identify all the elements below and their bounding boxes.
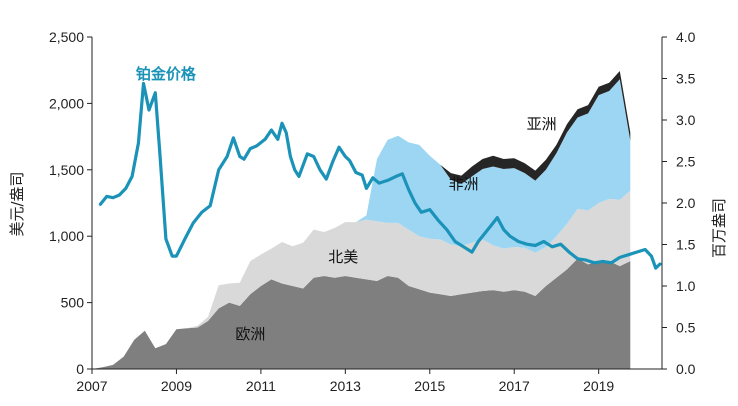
right-tick-label: 3.5 (676, 71, 696, 87)
area-europe (92, 258, 631, 369)
right-tick-label: 4.0 (676, 29, 696, 45)
left-tick-label: 500 (61, 295, 85, 311)
right-axis-title: 百万盎司 (710, 198, 728, 258)
right-tick-label: 2.5 (676, 154, 696, 170)
left-axis-title: 美元/盎司 (8, 171, 26, 236)
x-tick-label: 2007 (76, 378, 107, 394)
right-tick-label: 3.0 (676, 112, 696, 128)
region-label: 欧洲 (235, 325, 265, 343)
x-tick-label: 2013 (330, 378, 361, 394)
left-tick-label: 0 (76, 361, 84, 377)
price-series-label: 铂金价格 (136, 65, 197, 83)
region-label: 北美 (328, 248, 358, 266)
axes-layer: 0 500 1,000 1,500 2,000 2,500 0.0 0.5 1.0 1.5 2.0 2… (49, 29, 696, 394)
x-tick-label: 2019 (583, 378, 614, 394)
left-tick-label: 1,500 (49, 162, 84, 178)
right-tick-label: 1.5 (676, 237, 696, 253)
stacked-area-layer (92, 71, 631, 370)
area-north-america (92, 190, 631, 369)
left-tick-label: 2,000 (49, 95, 84, 111)
x-tick-label: 2011 (246, 378, 276, 394)
left-tick-label: 2,500 (49, 29, 84, 45)
region-label: 亚洲 (527, 115, 557, 133)
region-label: 非洲 (449, 175, 479, 193)
area-africa (92, 79, 631, 370)
x-tick-label: 2009 (161, 378, 192, 394)
price-line-layer (98, 81, 662, 270)
left-tick-label: 1,000 (49, 228, 84, 244)
right-tick-label: 2.0 (676, 195, 696, 211)
right-tick-label: 0.5 (676, 320, 696, 336)
platinum-price-line (98, 81, 662, 270)
right-tick-label: 0.0 (676, 361, 696, 377)
right-tick-label: 1.0 (676, 278, 696, 294)
x-tick-label: 2017 (499, 378, 530, 394)
x-tick-label: 2015 (414, 378, 445, 394)
